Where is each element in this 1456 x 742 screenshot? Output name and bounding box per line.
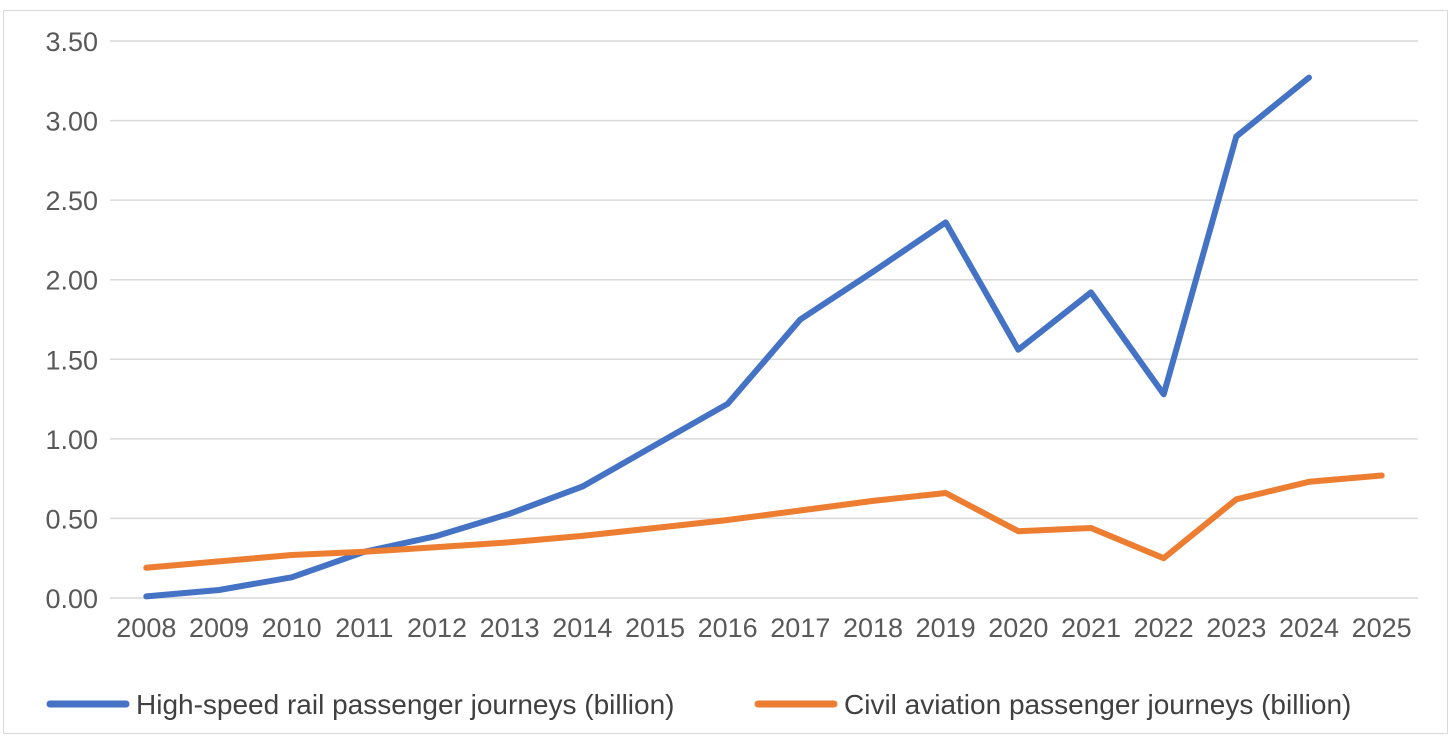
data-point <box>289 574 295 580</box>
data-point <box>725 401 731 407</box>
series-line-1 <box>143 472 1385 571</box>
data-point <box>1161 391 1167 397</box>
data-point <box>434 544 440 550</box>
x-tick-label: 2013 <box>480 613 540 643</box>
data-point <box>797 317 803 323</box>
data-point <box>143 593 149 599</box>
x-tick-label: 2024 <box>1279 613 1339 643</box>
data-point <box>507 539 513 545</box>
data-point <box>870 269 876 275</box>
x-axis-tick-labels: 2008 2009 2010 2011 2012 2013 2014 2015 2016 2017… <box>116 613 1411 643</box>
data-point <box>652 442 658 448</box>
y-tick-label: 1.50 <box>45 345 98 375</box>
x-tick-label: 2014 <box>552 613 612 643</box>
x-tick-label: 2011 <box>335 613 393 643</box>
x-tick-label: 2009 <box>189 613 249 643</box>
legend: High-speed rail passenger journeys (bill… <box>46 689 1351 720</box>
chart-frame <box>3 10 1448 734</box>
data-point <box>1015 528 1021 534</box>
y-tick-label: 2.00 <box>45 266 98 296</box>
x-tick-label: 2010 <box>262 613 322 643</box>
data-point <box>143 565 149 571</box>
data-point <box>1088 525 1094 531</box>
y-axis-tick-labels: 0.00 0.50 1.00 1.50 2.00 2.50 3.00 3.50 <box>45 27 98 614</box>
data-point <box>434 533 440 539</box>
x-tick-label: 2020 <box>988 613 1048 643</box>
y-tick-label: 3.50 <box>45 27 98 57</box>
data-point <box>652 525 658 531</box>
data-point <box>1233 496 1239 502</box>
series-line-0 <box>143 74 1312 600</box>
y-tick-label: 0.00 <box>45 584 98 614</box>
data-point <box>216 558 222 564</box>
data-point <box>579 533 585 539</box>
y-tick-label: 1.00 <box>45 425 98 455</box>
x-tick-label: 2012 <box>407 613 467 643</box>
data-point <box>725 517 731 523</box>
data-point <box>1306 75 1312 81</box>
x-tick-label: 2008 <box>116 613 176 643</box>
data-point <box>216 587 222 593</box>
data-point <box>579 484 585 490</box>
data-point <box>1233 133 1239 139</box>
x-tick-label: 2022 <box>1134 613 1194 643</box>
x-tick-label: 2015 <box>625 613 685 643</box>
data-point <box>943 490 949 496</box>
x-tick-label: 2018 <box>843 613 903 643</box>
x-tick-label: 2021 <box>1061 613 1121 643</box>
y-tick-label: 3.00 <box>45 107 98 137</box>
data-point <box>1379 472 1385 478</box>
x-tick-label: 2019 <box>916 613 976 643</box>
data-point <box>289 552 295 558</box>
x-tick-label: 2017 <box>770 613 830 643</box>
data-point <box>870 498 876 504</box>
y-tick-label: 2.50 <box>45 186 98 216</box>
x-tick-label: 2025 <box>1352 613 1412 643</box>
data-point <box>1306 479 1312 485</box>
data-point <box>1161 555 1167 561</box>
series-lines <box>143 74 1385 600</box>
gridlines <box>110 40 1418 599</box>
y-tick-label: 0.50 <box>45 504 98 534</box>
legend-label-high-speed-rail: High-speed rail passenger journeys (bill… <box>136 689 675 720</box>
x-tick-label: 2016 <box>698 613 758 643</box>
data-point <box>943 219 949 225</box>
data-point <box>797 507 803 513</box>
data-point <box>507 511 513 517</box>
x-tick-label: 2023 <box>1206 613 1266 643</box>
legend-label-civil-aviation: Civil aviation passenger journeys (billi… <box>844 689 1351 720</box>
data-point <box>361 549 367 555</box>
data-point <box>1015 347 1021 353</box>
data-point <box>1088 289 1094 295</box>
